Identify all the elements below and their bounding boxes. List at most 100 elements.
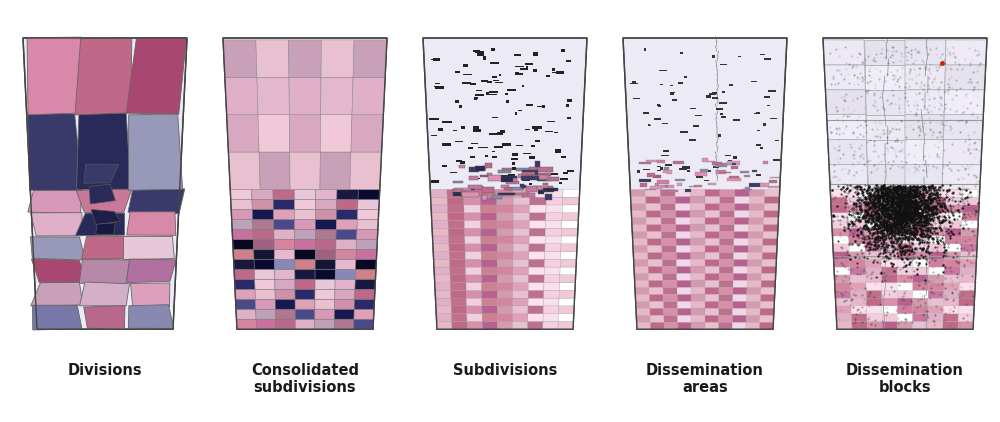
Polygon shape xyxy=(353,40,387,77)
Polygon shape xyxy=(275,289,295,299)
Polygon shape xyxy=(897,220,913,228)
Polygon shape xyxy=(764,210,779,217)
Polygon shape xyxy=(538,175,546,181)
Polygon shape xyxy=(640,183,647,187)
Polygon shape xyxy=(562,220,578,228)
Polygon shape xyxy=(963,197,979,205)
Polygon shape xyxy=(482,314,497,322)
Polygon shape xyxy=(705,273,719,280)
Polygon shape xyxy=(463,74,472,75)
Polygon shape xyxy=(497,298,513,306)
Polygon shape xyxy=(294,209,316,219)
Polygon shape xyxy=(959,290,975,298)
Polygon shape xyxy=(661,225,676,231)
Polygon shape xyxy=(958,306,974,314)
Polygon shape xyxy=(237,319,256,329)
Polygon shape xyxy=(467,314,482,322)
Polygon shape xyxy=(357,229,378,239)
Polygon shape xyxy=(481,267,497,275)
Polygon shape xyxy=(528,275,544,283)
Polygon shape xyxy=(705,225,720,231)
Polygon shape xyxy=(943,298,959,306)
Polygon shape xyxy=(663,280,677,287)
Polygon shape xyxy=(897,236,913,244)
Polygon shape xyxy=(762,252,777,259)
Polygon shape xyxy=(658,105,661,107)
Polygon shape xyxy=(452,189,465,193)
Polygon shape xyxy=(522,172,535,175)
Polygon shape xyxy=(335,269,356,279)
Polygon shape xyxy=(545,252,561,259)
Polygon shape xyxy=(449,244,465,252)
Polygon shape xyxy=(633,238,647,245)
Polygon shape xyxy=(913,275,929,283)
Polygon shape xyxy=(833,236,849,244)
Polygon shape xyxy=(482,166,486,170)
Polygon shape xyxy=(677,287,691,294)
Polygon shape xyxy=(722,91,725,92)
Polygon shape xyxy=(508,187,523,190)
Polygon shape xyxy=(560,178,568,180)
Polygon shape xyxy=(497,213,513,220)
Polygon shape xyxy=(315,229,336,239)
Polygon shape xyxy=(882,290,897,298)
Polygon shape xyxy=(719,315,732,322)
Polygon shape xyxy=(850,275,866,283)
Polygon shape xyxy=(544,275,560,283)
Polygon shape xyxy=(695,172,707,176)
Polygon shape xyxy=(866,283,882,290)
Polygon shape xyxy=(463,64,468,67)
Polygon shape xyxy=(728,160,732,161)
Polygon shape xyxy=(258,115,290,152)
Polygon shape xyxy=(705,217,720,225)
Text: Subdivisions: Subdivisions xyxy=(453,363,557,378)
Polygon shape xyxy=(127,212,176,235)
Polygon shape xyxy=(663,287,677,294)
Polygon shape xyxy=(660,196,675,203)
Polygon shape xyxy=(756,112,760,114)
Polygon shape xyxy=(749,225,763,231)
Polygon shape xyxy=(675,189,690,196)
Polygon shape xyxy=(823,38,987,329)
Polygon shape xyxy=(660,168,663,170)
Polygon shape xyxy=(538,175,548,179)
Polygon shape xyxy=(486,92,489,95)
Polygon shape xyxy=(554,132,558,133)
Polygon shape xyxy=(734,225,749,231)
Polygon shape xyxy=(76,188,132,213)
Polygon shape xyxy=(867,322,882,329)
Polygon shape xyxy=(880,205,897,213)
Polygon shape xyxy=(944,283,960,290)
Polygon shape xyxy=(760,183,769,187)
Polygon shape xyxy=(849,236,865,244)
Polygon shape xyxy=(481,228,497,236)
Polygon shape xyxy=(765,189,780,196)
Polygon shape xyxy=(482,195,487,200)
Polygon shape xyxy=(522,193,535,197)
Polygon shape xyxy=(945,40,987,65)
Polygon shape xyxy=(720,203,735,210)
Polygon shape xyxy=(531,145,535,147)
Polygon shape xyxy=(320,115,352,152)
Polygon shape xyxy=(295,249,315,259)
Polygon shape xyxy=(663,301,677,308)
Polygon shape xyxy=(464,213,481,220)
Polygon shape xyxy=(566,104,569,107)
Polygon shape xyxy=(881,220,897,228)
Polygon shape xyxy=(882,314,897,322)
Polygon shape xyxy=(334,319,354,329)
Polygon shape xyxy=(482,306,497,314)
Polygon shape xyxy=(897,267,913,275)
Polygon shape xyxy=(499,193,512,195)
Polygon shape xyxy=(490,62,499,64)
Polygon shape xyxy=(749,196,765,203)
Polygon shape xyxy=(529,267,544,275)
Polygon shape xyxy=(637,322,651,329)
Polygon shape xyxy=(513,178,517,182)
Polygon shape xyxy=(354,319,373,329)
Polygon shape xyxy=(273,209,295,219)
Polygon shape xyxy=(690,108,696,109)
Polygon shape xyxy=(945,228,962,236)
Polygon shape xyxy=(733,294,747,301)
Polygon shape xyxy=(520,184,524,189)
